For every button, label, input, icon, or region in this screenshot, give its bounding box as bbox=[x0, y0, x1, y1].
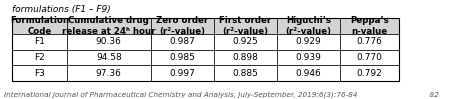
Text: 0.985: 0.985 bbox=[169, 53, 195, 62]
Text: 0.925: 0.925 bbox=[233, 37, 258, 46]
Bar bbox=[340, 65, 399, 81]
Text: First order
(r²-value): First order (r²-value) bbox=[219, 16, 272, 36]
Text: 0.987: 0.987 bbox=[169, 37, 195, 46]
Text: Peppa’s
n-value: Peppa’s n-value bbox=[350, 16, 389, 36]
Bar bbox=[340, 18, 399, 34]
Text: F1: F1 bbox=[34, 37, 45, 46]
Text: 0.898: 0.898 bbox=[233, 53, 258, 62]
Text: Cumulative drug
release at 24ʰ hour: Cumulative drug release at 24ʰ hour bbox=[62, 16, 155, 36]
Bar bbox=[12, 65, 67, 81]
Bar bbox=[151, 34, 214, 50]
Text: 97.36: 97.36 bbox=[96, 69, 122, 78]
Bar bbox=[151, 50, 214, 65]
Text: 90.36: 90.36 bbox=[96, 37, 122, 46]
Bar bbox=[277, 18, 340, 34]
Bar bbox=[277, 34, 340, 50]
Text: 0.792: 0.792 bbox=[356, 69, 383, 78]
Text: 0.885: 0.885 bbox=[233, 69, 258, 78]
Bar bbox=[214, 65, 277, 81]
Text: Higuchi’s
(r²-value): Higuchi’s (r²-value) bbox=[285, 16, 331, 36]
Bar bbox=[67, 50, 151, 65]
Text: 0.997: 0.997 bbox=[169, 69, 195, 78]
Text: 94.58: 94.58 bbox=[96, 53, 122, 62]
Bar bbox=[151, 65, 214, 81]
Text: Zero order
(r²-value): Zero order (r²-value) bbox=[156, 16, 209, 36]
Text: 0.770: 0.770 bbox=[356, 53, 383, 62]
Text: 0.929: 0.929 bbox=[296, 37, 321, 46]
Bar bbox=[340, 34, 399, 50]
Bar bbox=[151, 18, 214, 34]
Text: F3: F3 bbox=[34, 69, 45, 78]
Bar bbox=[12, 18, 399, 81]
Bar bbox=[214, 18, 277, 34]
Bar bbox=[277, 50, 340, 65]
Text: 0.776: 0.776 bbox=[356, 37, 383, 46]
Bar bbox=[67, 65, 151, 81]
Bar bbox=[12, 34, 67, 50]
Bar bbox=[67, 18, 151, 34]
Bar bbox=[214, 50, 277, 65]
Bar bbox=[340, 50, 399, 65]
Bar bbox=[12, 50, 67, 65]
Bar bbox=[12, 18, 67, 34]
Bar bbox=[214, 34, 277, 50]
Text: formulations (F1 – F9): formulations (F1 – F9) bbox=[12, 5, 111, 14]
Text: Formulation
Code: Formulation Code bbox=[10, 16, 69, 36]
Text: International Journal of Pharmaceutical Chemistry and Analysis, July-September, : International Journal of Pharmaceutical … bbox=[4, 91, 439, 98]
Bar bbox=[277, 65, 340, 81]
Text: 0.946: 0.946 bbox=[296, 69, 321, 78]
Bar bbox=[67, 34, 151, 50]
Text: 0.939: 0.939 bbox=[296, 53, 321, 62]
Text: F2: F2 bbox=[34, 53, 45, 62]
